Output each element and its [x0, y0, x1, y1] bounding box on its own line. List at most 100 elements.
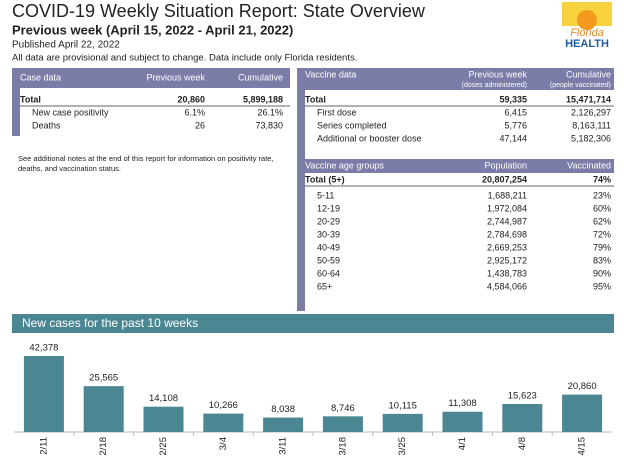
bar: [502, 403, 543, 432]
column-header: Case data: [20, 72, 61, 82]
x-tick-label: 3/25: [397, 437, 408, 456]
data-label: 10,266: [209, 400, 238, 411]
table-cell: 47,144: [499, 133, 527, 143]
table-cell: 5,899,188: [243, 94, 283, 104]
subtitle: Previous week (April 15, 2022 - April 21…: [12, 22, 293, 37]
column-header: Cumulative: [238, 72, 283, 82]
column-header: Population: [484, 160, 527, 170]
data-label: 11,308: [448, 398, 476, 409]
table-cell: 20,807,254: [482, 174, 527, 184]
x-tick-label: 4/1: [457, 437, 468, 450]
table-cell: Total: [305, 94, 326, 104]
table-cell: 23%: [593, 190, 611, 200]
table-cell: 59,335: [499, 94, 527, 104]
note-box: See additional notes at the end of this …: [18, 154, 274, 173]
table-cell: 40-49: [317, 242, 340, 252]
bar: [143, 406, 184, 432]
table-cell: 1,972,084: [487, 203, 527, 213]
table-cell: 1,438,783: [487, 268, 527, 278]
data-label: 20,860: [568, 381, 597, 392]
table-cell: 5,776: [504, 120, 527, 130]
x-tick-label: 3/11: [278, 437, 289, 455]
table-cell: 83%: [593, 255, 611, 265]
x-tick-label: 3/18: [337, 437, 348, 456]
chart-header: [12, 314, 614, 333]
logo: Florida HEALTH: [562, 2, 612, 50]
table-cell: 8,163,111: [572, 120, 611, 130]
table-cell: 2,669,253: [487, 242, 527, 252]
data-label: 14,108: [149, 393, 178, 404]
table-cell: 2,925,172: [487, 255, 527, 265]
table-cell: 62%: [593, 216, 611, 226]
table-header: [12, 68, 290, 88]
x-tick-label: 2/11: [38, 437, 49, 455]
data-label: 8,746: [331, 403, 355, 414]
data-label: 15,623: [508, 390, 537, 401]
table-cell: 26.1%: [257, 107, 283, 117]
logo-text: Florida: [570, 27, 604, 39]
table-stripe: [297, 136, 305, 160]
column-subheader: (people vaccinated): [550, 82, 611, 89]
bar: [83, 386, 124, 432]
disclaimer: All data are provisional and subject to …: [12, 53, 357, 64]
table-cell: 60-64: [317, 268, 340, 278]
published: Published April 22, 2022: [12, 40, 120, 51]
table-cell: 74%: [593, 174, 611, 184]
column-header: Vaccine data: [305, 69, 356, 79]
table-header: [297, 68, 614, 90]
table-cell: 12-19: [317, 203, 340, 213]
column-header: Vaccine age groups: [305, 160, 384, 170]
table-cell: Series completed: [317, 120, 387, 130]
column-subheader: (doses administered): [462, 82, 527, 89]
note: See additional notes at the end of this …: [18, 154, 274, 173]
chart-title: New cases for the past 10 weeks: [22, 316, 198, 330]
data-label: 25,565: [89, 373, 118, 384]
table-cell: 50-59: [317, 255, 340, 265]
table-cell: 6,415: [504, 107, 527, 117]
x-tick-label: 3/4: [218, 437, 229, 450]
table-cell: 20,860: [177, 94, 205, 104]
table-cell: 95%: [593, 281, 611, 291]
table-cell: Additional or booster dose: [317, 133, 422, 143]
column-header: Previous week: [468, 69, 527, 79]
table-cell: 72%: [593, 229, 611, 239]
table-stripe: [297, 173, 305, 311]
column-header: Cumulative: [566, 69, 611, 79]
bar: [322, 416, 363, 432]
table-stripe: [12, 88, 20, 136]
table-cell: 5-11: [317, 190, 334, 200]
table-cell: First dose: [317, 107, 357, 117]
x-tick-label: 4/8: [517, 437, 528, 450]
table-cell: 26: [195, 120, 205, 130]
x-tick-label: 4/15: [577, 437, 588, 456]
bar: [263, 417, 304, 432]
table-cell: Total: [20, 94, 41, 104]
table-cell: Deaths: [32, 120, 61, 130]
table-cell: New case positivity: [32, 107, 109, 117]
table-cell: 60%: [593, 203, 611, 213]
table-cell: Total (5+): [305, 174, 345, 184]
column-header: Vaccinated: [567, 160, 611, 170]
logo-sun: [577, 10, 597, 30]
bar: [382, 413, 423, 432]
table-cell: 2,784,698: [487, 229, 527, 239]
table-cell: 20-29: [317, 216, 340, 226]
bar: [442, 411, 483, 432]
table-cell: 6.1%: [184, 107, 205, 117]
table-cell: 15,471,714: [566, 94, 611, 104]
table-cell: 65+: [317, 281, 332, 291]
table-cell: 79%: [593, 242, 611, 252]
data-label: 8,038: [271, 404, 295, 415]
bar: [23, 356, 64, 432]
data-label: 10,115: [389, 400, 417, 411]
logo-text: HEALTH: [565, 38, 609, 50]
table-cell: 4,584,066: [487, 281, 527, 291]
x-tick-label: 2/25: [158, 437, 169, 456]
table-cell: 2,744,987: [487, 216, 527, 226]
table-cell: 73,830: [255, 120, 283, 130]
table-cell: 30-39: [317, 229, 340, 239]
title: COVID-19 Weekly Situation Report: State …: [12, 1, 426, 21]
table-cell: 1,688,211: [488, 190, 527, 200]
bar: [203, 413, 244, 432]
